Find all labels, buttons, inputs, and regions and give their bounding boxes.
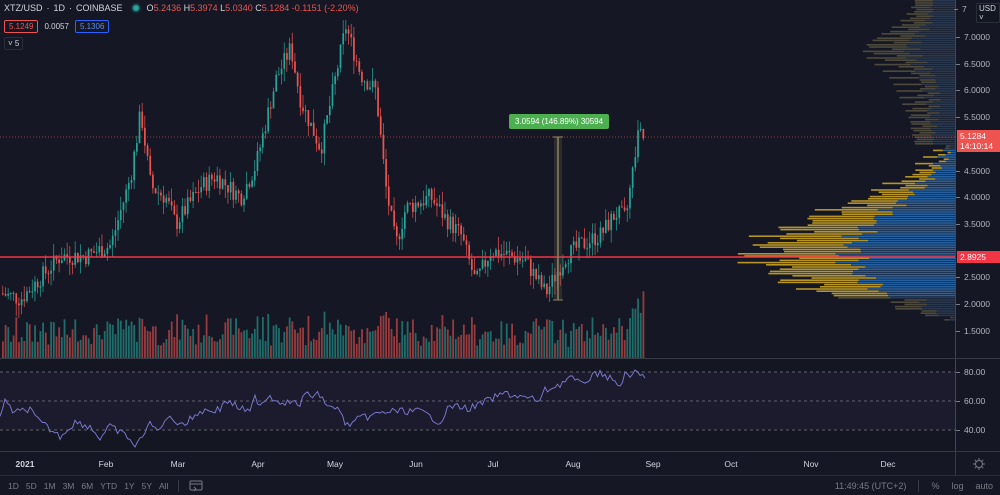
volume-bars: [2, 291, 645, 358]
time-label: 2021: [15, 459, 35, 469]
rsi-line: [0, 369, 646, 448]
symbol-legend: XTZ/USD · 1D · COINBASE O5.2436 H5.3974 …: [4, 3, 359, 13]
symbol-name[interactable]: XTZ/USD: [4, 3, 43, 13]
time-axis[interactable]: 2021 Feb Mar Apr May Jun Jul Aug Sep Oct…: [0, 451, 1000, 476]
rsi-label-40: 40.00: [955, 425, 986, 435]
time-label: May: [326, 459, 344, 469]
time-label: Feb: [98, 459, 114, 469]
price-axis-label: 1.5000: [956, 325, 990, 336]
time-label: Jun: [409, 459, 423, 469]
range-3m-button[interactable]: 3M: [62, 480, 75, 491]
price-axis-label: 7.0000: [956, 32, 990, 42]
time-label: Oct: [724, 459, 738, 469]
price-axis-label: 4.0000: [956, 192, 990, 203]
price-axis-label: 6.0000: [956, 85, 990, 96]
ohlc-values: O5.2436 H5.3974 L5.0340 C5.1284 -0.1151 …: [146, 3, 359, 13]
price-axis-label: 2.0000: [956, 299, 990, 309]
auto-scale-toggle[interactable]: auto: [975, 481, 993, 491]
price-axis-label: 2.5000: [956, 272, 990, 283]
range-1d-button[interactable]: 1D: [8, 480, 19, 491]
rsi-chart[interactable]: [0, 359, 955, 451]
price-axis-label: 5.5000: [956, 112, 990, 123]
log-scale-toggle[interactable]: log: [951, 481, 964, 491]
change-value: -0.1151 (-2.20%): [291, 3, 359, 13]
candles: [2, 19, 645, 318]
main-price-pane[interactable]: XTZ/USD · 1D · COINBASE O5.2436 H5.3974 …: [0, 0, 955, 358]
time-label: Aug: [565, 459, 581, 469]
range-1m-button[interactable]: 1M: [43, 480, 56, 491]
exchange: COINBASE: [76, 3, 123, 13]
bid-ask-row: 5.1249 0.0057 5.1306: [4, 20, 110, 33]
price-axis-label: 6.5000: [956, 58, 990, 69]
time-label: Sep: [645, 459, 661, 469]
range-5y-button[interactable]: 5Y: [141, 480, 152, 491]
bottom-toolbar: 1D 5D 1M 3M 6M YTD 1Y 5Y All 11:49:45 (U…: [0, 475, 1000, 495]
interval[interactable]: 1D: [53, 3, 66, 13]
indicators-collapse-toggle[interactable]: ˅ 5: [4, 37, 24, 50]
buy-button[interactable]: 5.1306: [74, 20, 110, 33]
clock-timezone[interactable]: 11:49:45 (UTC+2): [834, 481, 907, 491]
rsi-pane[interactable]: [0, 359, 955, 451]
rsi-axis[interactable]: 80.00 60.00 40.00: [955, 359, 1000, 451]
market-status-icon: [132, 5, 139, 11]
time-label: Mar: [170, 459, 186, 469]
spread-value: 0.0057: [44, 22, 69, 31]
rsi-label-80: 80.00: [955, 367, 986, 377]
currency-select[interactable]: USD ˅: [976, 3, 1000, 23]
range-6m-button[interactable]: 6M: [81, 480, 94, 491]
price-axis-label: 3.5000: [956, 218, 990, 229]
toolbar-separator: [178, 479, 180, 492]
rsi-label-60: 60.00: [955, 396, 986, 406]
go-to-date-icon[interactable]: [189, 480, 203, 492]
range-all-button[interactable]: All: [159, 480, 169, 491]
settings-gear-icon[interactable]: [972, 457, 986, 471]
horizontal-line-price-tag: 2.8925: [957, 251, 1000, 263]
price-axis[interactable]: USD ˅ 7 7.0000 6.5000 6.0000 5.5000 4.5000 4.…: [954, 0, 1000, 358]
volume-profile: [737, 0, 955, 321]
current-price-tag: 5.1284 14:10:14: [957, 130, 1000, 152]
right-tools: 11:49:45 (UTC+2) % log auto: [835, 476, 993, 495]
price-axis-label: 4.5000: [956, 165, 990, 176]
range-ytd-button[interactable]: YTD: [100, 480, 118, 491]
time-label: Jul: [487, 459, 499, 469]
range-5d-button[interactable]: 5D: [25, 480, 37, 491]
pane-divider[interactable]: [0, 358, 1000, 359]
time-label: Apr: [251, 459, 265, 469]
measure-tool-label[interactable]: 3.0594 (146.89%) 30594: [509, 114, 610, 129]
bar-countdown: 14:10:14: [960, 141, 994, 151]
percent-scale-toggle[interactable]: %: [931, 481, 940, 491]
time-label: Dec: [880, 459, 896, 469]
range-1y-button[interactable]: 1Y: [124, 480, 135, 491]
sell-button[interactable]: 5.1249: [4, 20, 39, 33]
price-axis-top-label: 7: [954, 4, 967, 14]
candlestick-chart[interactable]: [0, 0, 955, 358]
time-label: Nov: [803, 459, 819, 469]
